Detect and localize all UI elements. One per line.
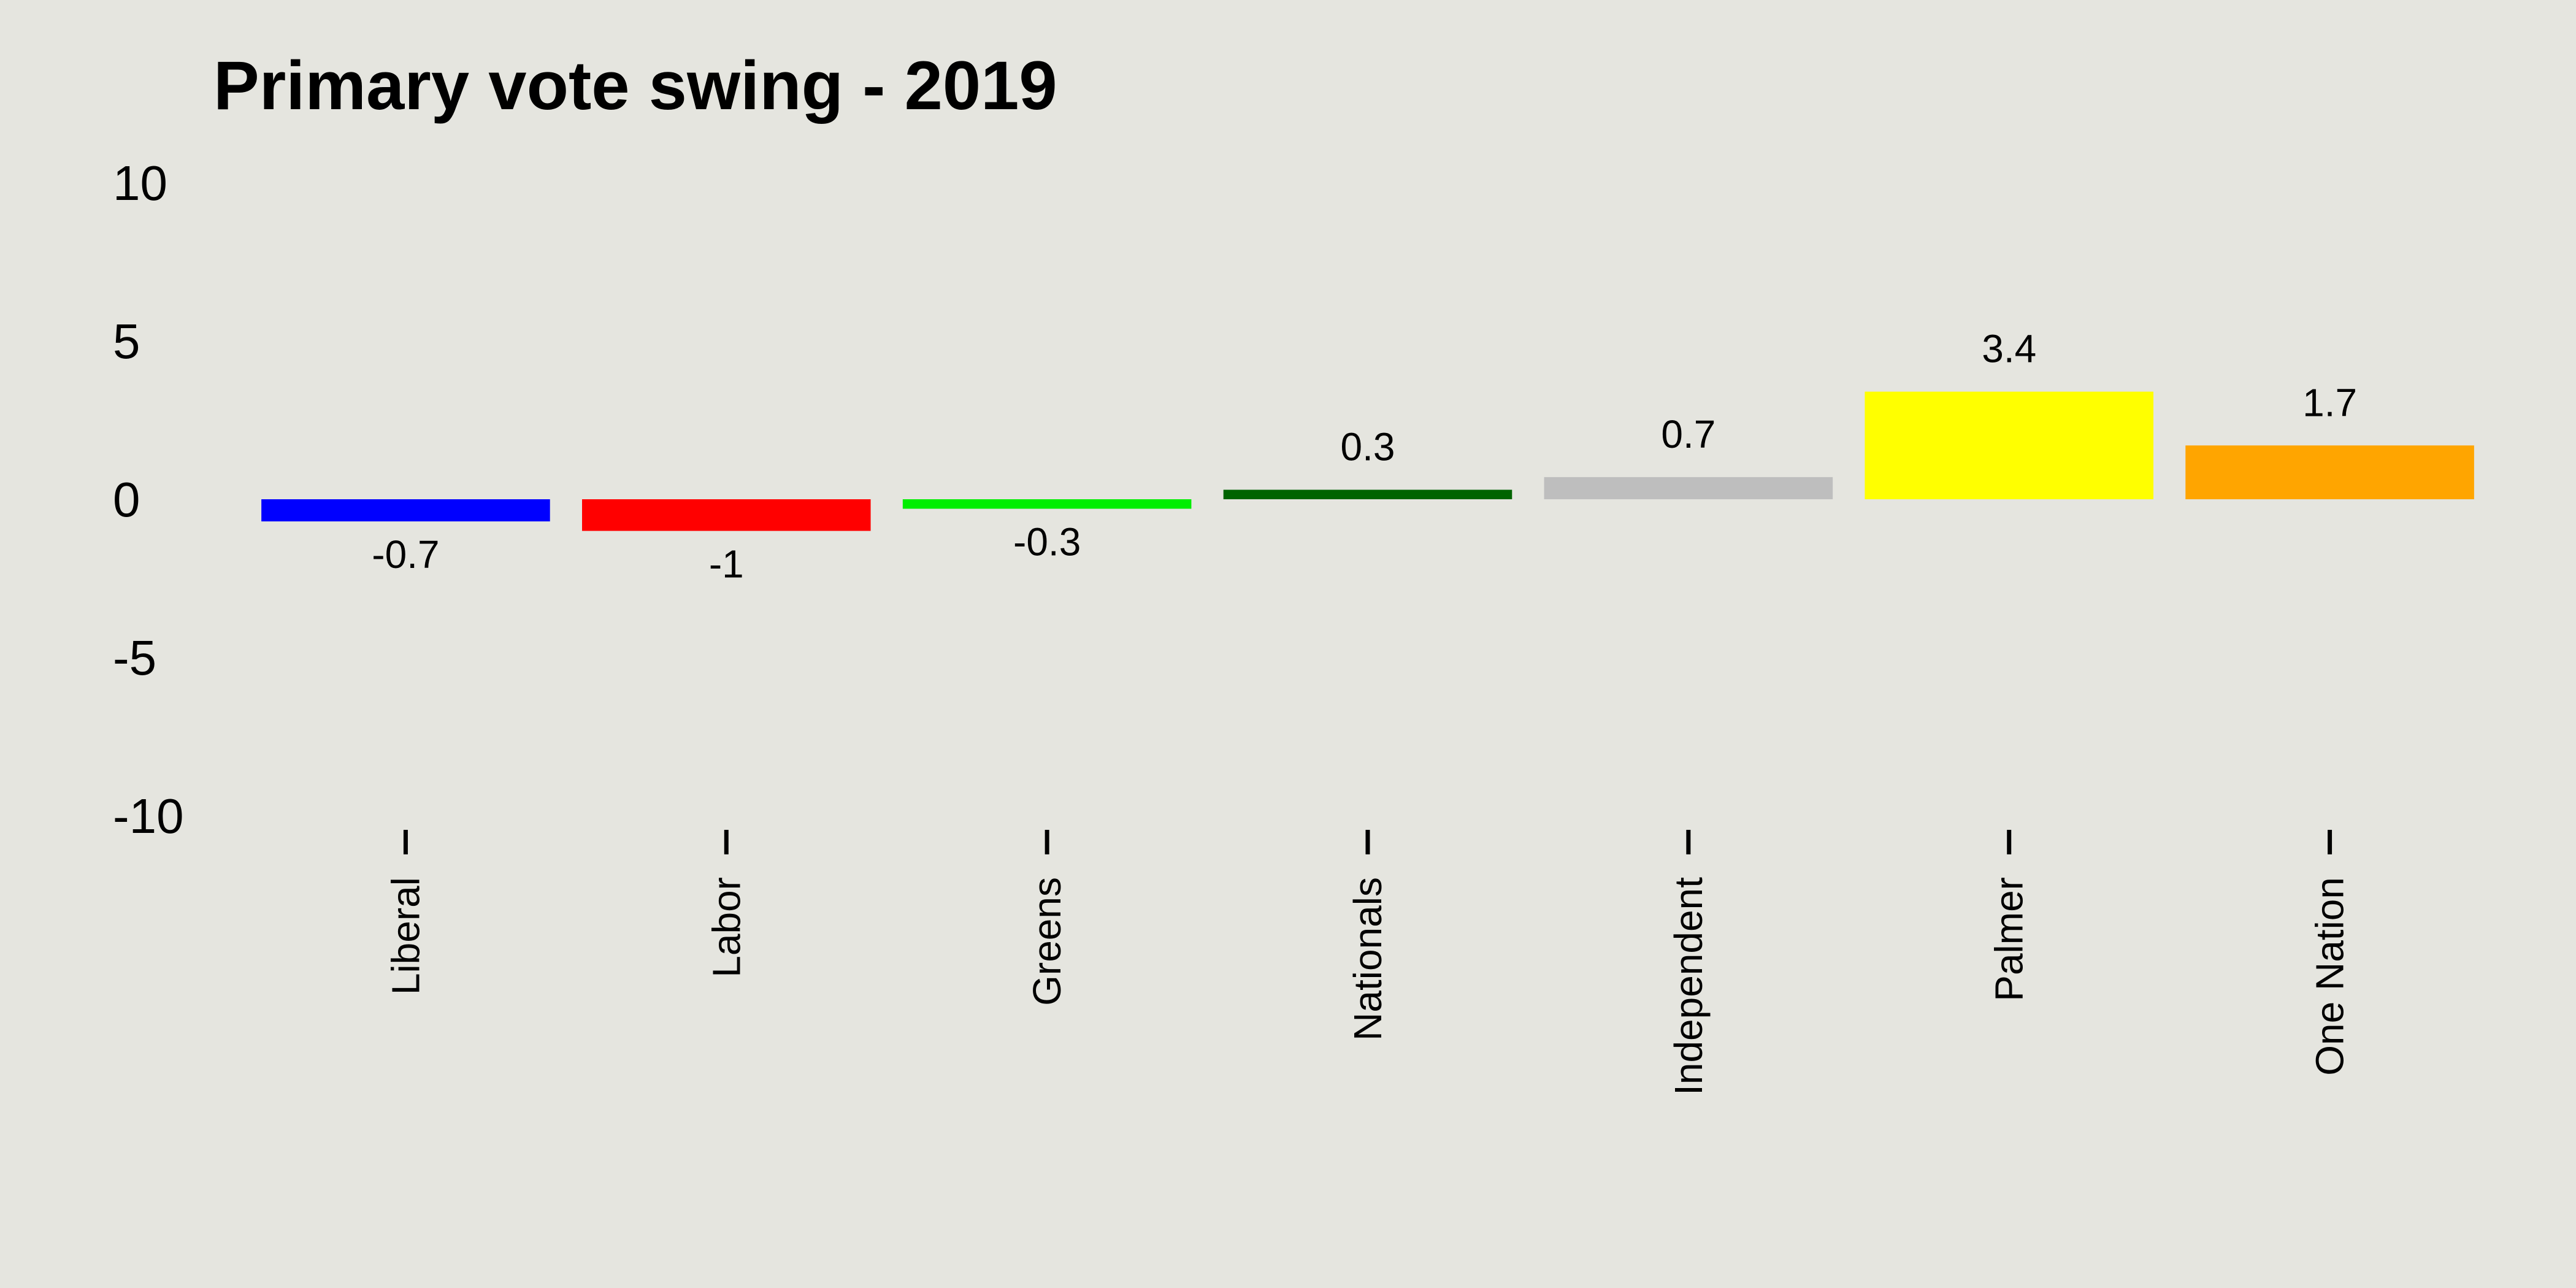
x-tick-label: Greens <box>1025 877 1069 1006</box>
bars: -0.7 -1 -0.3 0.3 0.7 3.4 1.7 <box>261 327 2474 586</box>
bar-greens <box>902 499 1192 509</box>
data-label: -0.3 <box>1013 519 1081 564</box>
x-tick-label: One Nation <box>2308 877 2352 1076</box>
bar-palmer <box>1865 391 2153 499</box>
x-tick-label: Independent <box>1666 877 1711 1095</box>
y-tick-label: 5 <box>113 314 140 369</box>
data-label: -1 <box>709 542 744 586</box>
bar-labor <box>582 499 871 531</box>
data-label: 0.7 <box>1661 412 1715 456</box>
bar-independent <box>1544 477 1833 499</box>
x-tick-label: Nationals <box>1346 877 1390 1041</box>
x-axis: Liberal Labor Greens Nationals Independent Pa… <box>383 830 2352 1095</box>
data-label: -0.7 <box>372 532 439 577</box>
x-tick-label: Palmer <box>1987 877 2031 1002</box>
y-tick-label: 10 <box>113 156 167 210</box>
data-label: 1.7 <box>2302 380 2357 424</box>
x-tick-label: Liberal <box>383 877 427 995</box>
bar-liberal <box>261 499 550 522</box>
y-tick-label: 0 <box>113 472 140 527</box>
data-label: 0.3 <box>1341 425 1395 469</box>
x-tick-label: Labor <box>704 877 748 978</box>
data-label: 3.4 <box>1982 327 2036 371</box>
y-tick-label: -5 <box>113 631 156 685</box>
bar-one-nation <box>2185 445 2474 499</box>
chart-title: Primary vote swing - 2019 <box>213 47 1057 124</box>
y-axis: 10 5 0 -5 -10 <box>113 156 184 843</box>
y-tick-label: -10 <box>113 789 184 843</box>
bar-nationals <box>1223 489 1512 499</box>
